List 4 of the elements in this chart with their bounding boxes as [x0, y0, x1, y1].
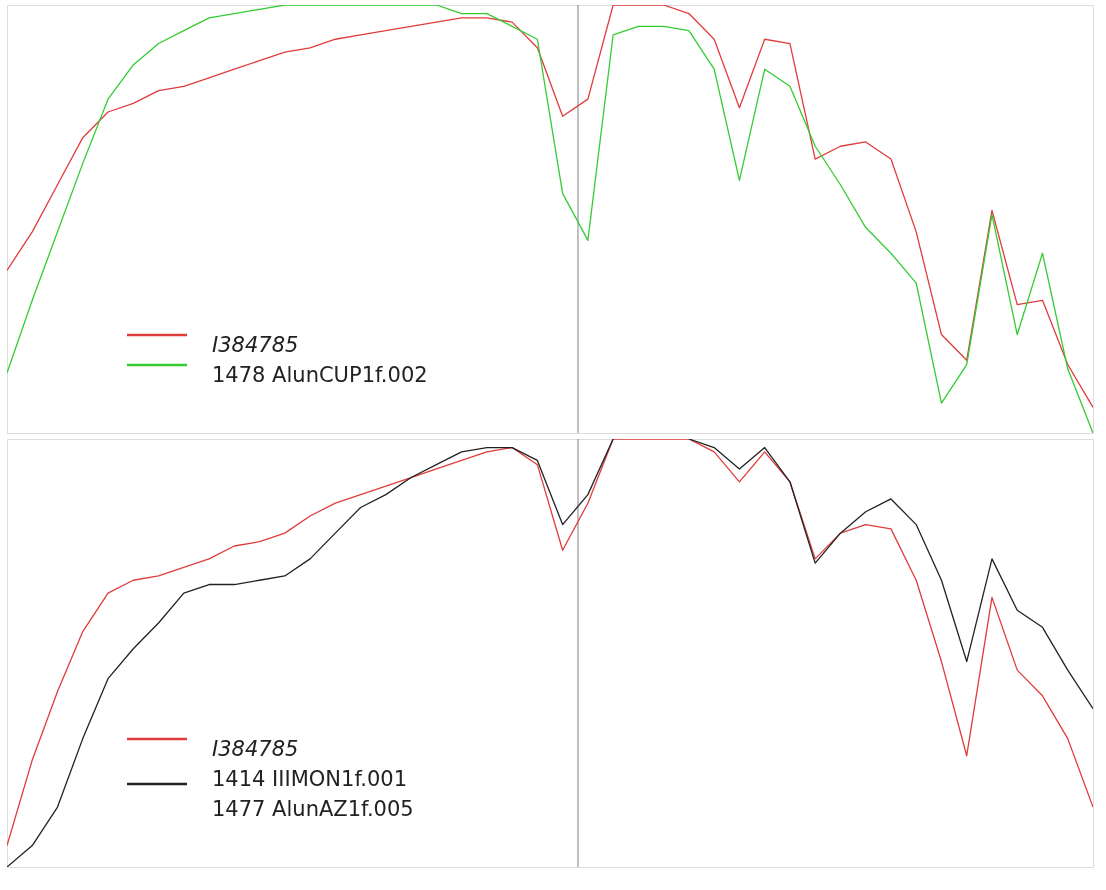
legend-label: I384785: [212, 737, 299, 761]
legend-label: I384785: [212, 333, 299, 357]
legend-label: 1414 IIIMON1f.001 1477 AlunAZ1f.005: [212, 767, 414, 821]
legend-label: 1478 AlunCUP1f.002: [212, 363, 428, 387]
